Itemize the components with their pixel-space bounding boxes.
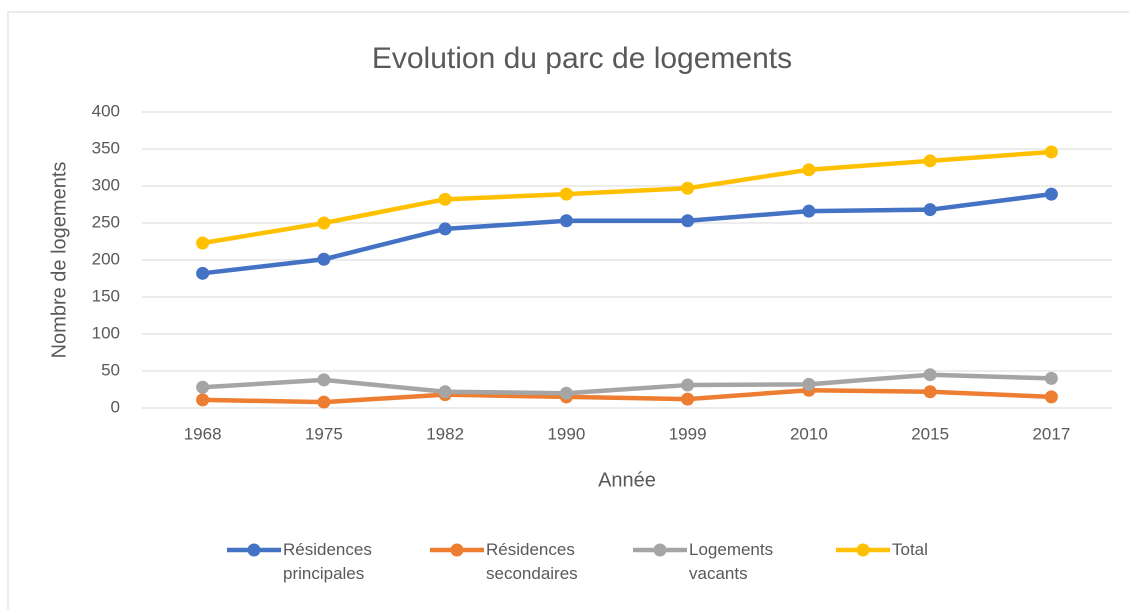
x-tick-label: 1990 xyxy=(547,424,585,443)
x-tick-label: 1982 xyxy=(426,424,464,443)
point xyxy=(681,392,695,406)
legend-marker xyxy=(856,543,870,557)
series-line xyxy=(202,387,1052,405)
point xyxy=(438,192,452,206)
legend-item: Logements vacants xyxy=(631,538,799,586)
legend-label: Logements vacants xyxy=(689,540,774,583)
point xyxy=(317,373,331,387)
legend-swatch xyxy=(430,543,484,557)
y-axis-title: Nombre de logements xyxy=(48,162,70,359)
legend-item: Total xyxy=(834,538,1002,562)
x-tick-label: 2015 xyxy=(911,424,949,443)
legend-label: Total xyxy=(892,540,928,559)
x-axis-title: Année xyxy=(598,469,656,491)
point xyxy=(559,187,573,201)
y-tick-label: 250 xyxy=(92,212,120,231)
legend-item: Résidences secondaires xyxy=(428,538,596,586)
chart-border xyxy=(7,11,1129,610)
y-tick-label: 150 xyxy=(92,286,120,305)
point xyxy=(1044,371,1058,385)
point xyxy=(196,393,210,407)
point xyxy=(196,236,210,250)
point xyxy=(802,377,816,391)
x-tick-label: 1975 xyxy=(305,424,343,443)
legend-item: Résidences principales xyxy=(225,538,393,586)
point xyxy=(317,395,331,409)
series-line xyxy=(202,191,1052,276)
point xyxy=(681,214,695,228)
point xyxy=(802,163,816,177)
point xyxy=(438,222,452,236)
point xyxy=(196,380,210,394)
legend-swatch xyxy=(633,543,687,557)
x-tick-label: 1968 xyxy=(184,424,222,443)
y-tick-label: 50 xyxy=(101,360,120,379)
point xyxy=(1044,390,1058,404)
point xyxy=(196,266,210,280)
point xyxy=(1044,145,1058,159)
legend-marker xyxy=(653,543,667,557)
y-tick-label: 350 xyxy=(92,138,120,157)
x-tick-label: 1999 xyxy=(669,424,707,443)
point xyxy=(681,181,695,195)
series-line xyxy=(202,149,1052,246)
point xyxy=(923,385,937,399)
legend-marker xyxy=(450,543,464,557)
legend-label: Résidences principales xyxy=(283,540,372,583)
legend-label: Résidences secondaires xyxy=(486,540,578,583)
x-tick-label: 2017 xyxy=(1032,424,1070,443)
point xyxy=(802,204,816,218)
x-tick-label: 2010 xyxy=(790,424,828,443)
y-tick-label: 200 xyxy=(92,249,120,268)
y-tick-label: 100 xyxy=(92,323,120,342)
point xyxy=(559,386,573,400)
legend-marker xyxy=(247,543,261,557)
legend-swatch xyxy=(836,543,890,557)
y-tick-label: 300 xyxy=(92,175,120,194)
point xyxy=(438,385,452,399)
point xyxy=(923,154,937,168)
series-line xyxy=(202,372,1052,396)
y-tick-label: 0 xyxy=(111,397,120,416)
point xyxy=(923,203,937,217)
point xyxy=(923,368,937,382)
chart-title: Evolution du parc de logements xyxy=(372,42,792,75)
point xyxy=(681,378,695,392)
y-tick-label: 400 xyxy=(92,101,120,120)
point xyxy=(317,216,331,230)
legend-swatch xyxy=(227,543,281,557)
point xyxy=(317,252,331,266)
point xyxy=(559,214,573,228)
point xyxy=(1044,187,1058,201)
